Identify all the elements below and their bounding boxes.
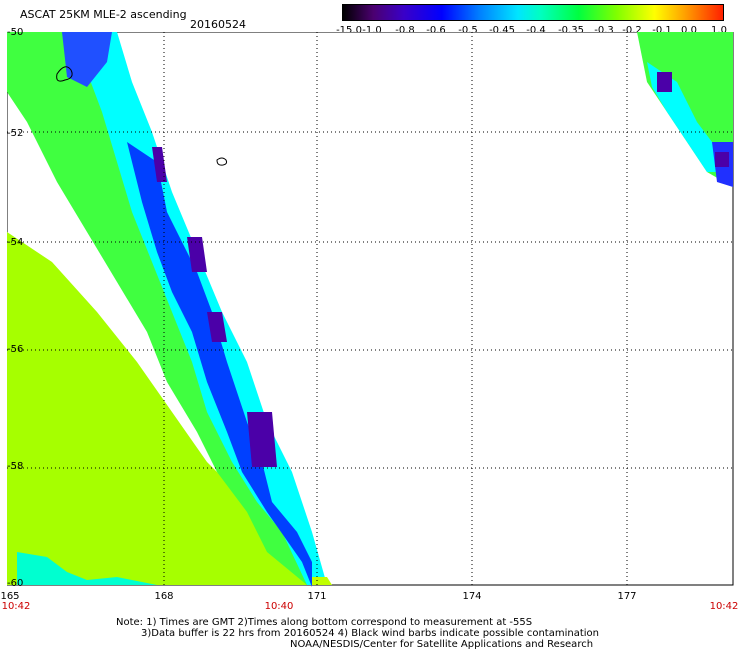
lat-label: -58 xyxy=(7,461,24,472)
lon-label: 177 xyxy=(617,591,637,602)
swath-blue xyxy=(127,142,312,587)
island-auckland xyxy=(56,66,73,82)
colorbar xyxy=(342,4,724,21)
islands xyxy=(56,66,228,166)
swath-cyan-bottom xyxy=(17,552,157,585)
swath-purple-2 xyxy=(187,237,207,272)
swath-blue-top xyxy=(62,32,112,87)
colorbar-tick: -0.2 xyxy=(622,25,642,36)
time-label: 10:42 xyxy=(709,601,739,612)
wind-map xyxy=(7,32,734,587)
swath-right-purple-2 xyxy=(715,152,729,167)
colorbar-tick: 0.0 xyxy=(681,25,697,36)
colorbar-tick: -0.3 xyxy=(594,25,614,36)
lat-label: -50 xyxy=(7,27,24,38)
lon-label: 174 xyxy=(462,591,482,602)
lat-label: -56 xyxy=(7,344,24,355)
lon-label: 171 xyxy=(307,591,327,602)
colorbar-tick: -0.6 xyxy=(426,25,446,36)
swath-purple-3 xyxy=(207,312,227,342)
swath-right-purple xyxy=(657,72,672,92)
island-campbell xyxy=(216,157,228,166)
colorbar-tick: -0.4 xyxy=(526,25,546,36)
time-label: 10:40 xyxy=(264,601,294,612)
colorbar-tick: -0.5 xyxy=(458,25,478,36)
colorbar-tick: -0.45 xyxy=(489,25,515,36)
footnote-credit: NOAA/NESDIS/Center for Satellite Applica… xyxy=(290,639,594,650)
colorbar-tick: 1.0 xyxy=(711,25,727,36)
product-date: 20160524 xyxy=(190,18,246,31)
time-label: 10:42 xyxy=(1,601,31,612)
swath-right xyxy=(637,32,733,187)
colorbar-tick: -0.35 xyxy=(558,25,584,36)
lon-label: 165 xyxy=(0,591,20,602)
colorbar-tick: -1.0 xyxy=(362,25,382,36)
swath-purple-4 xyxy=(247,412,277,467)
footnote-line2: 3)Data buffer is 22 hrs from 20160524 4)… xyxy=(141,628,599,639)
swath-left xyxy=(7,32,332,587)
swath-yellow-tip xyxy=(312,577,332,585)
colorbar-tick: -0.8 xyxy=(395,25,415,36)
swath-yellowgreen xyxy=(7,232,327,585)
footnote-line1: Note: 1) Times are GMT 2)Times along bot… xyxy=(116,617,533,628)
colorbar-tick: -15.0 xyxy=(336,25,362,36)
swath-purple-1 xyxy=(152,147,167,182)
lat-label: -52 xyxy=(7,128,24,139)
grid-lines xyxy=(7,32,733,585)
lon-label: 168 xyxy=(154,591,174,602)
colorbar-tick: -0.1 xyxy=(652,25,672,36)
product-title: ASCAT 25KM MLE-2 ascending xyxy=(20,8,187,21)
lat-label: -60 xyxy=(7,578,24,589)
lat-label: -54 xyxy=(7,237,24,248)
